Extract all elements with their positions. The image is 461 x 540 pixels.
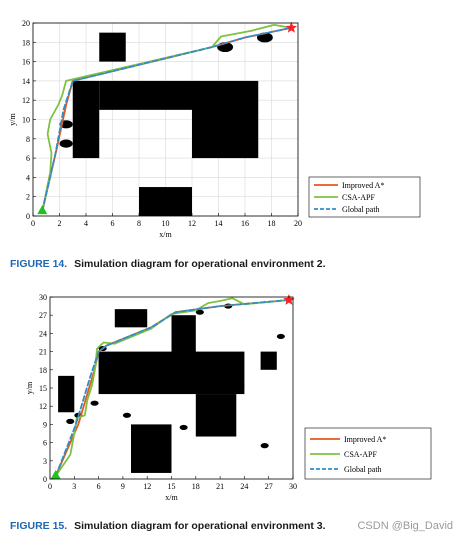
fig14-xtick-label: 10: [162, 219, 170, 228]
fig14-xtick-label: 12: [188, 219, 196, 228]
fig15-obstacle-circle: [179, 424, 188, 431]
fig14-ytick-label: 8: [26, 135, 30, 144]
fig14-goal-marker: [285, 21, 298, 33]
fig14-xlabel: x/m: [159, 230, 172, 239]
fig14-ytick-label: 12: [22, 96, 30, 105]
fig15-ytick-label: 6: [43, 439, 47, 448]
fig15-xtick-label: 24: [240, 482, 248, 491]
fig15-obstacle-block: [131, 424, 172, 473]
fig15-obstacle-block: [195, 394, 237, 437]
fig15-start-marker: [50, 469, 61, 479]
fig14-xtick-label: 2: [58, 219, 62, 228]
fig15-obstacle-block: [58, 375, 75, 413]
fig14-obstacle-block: [99, 80, 192, 110]
fig15-obstacle-circle: [276, 333, 285, 340]
fig15-legend-label-2: Global path: [344, 465, 382, 474]
fig15-legend: Improved A* CSA-APF Global path: [304, 427, 432, 480]
figure-15-caption: FIGURE 15. Simulation diagram for operat…: [10, 520, 326, 532]
fig15-ytick-label: 3: [43, 457, 47, 466]
fig14-ytick-label: 20: [22, 19, 30, 28]
fig15-obstacle-block: [114, 309, 148, 328]
fig15-xtick-label: 9: [121, 482, 125, 491]
fig15-ytick-label: 15: [39, 384, 47, 393]
fig14-obstacle-circle: [59, 139, 73, 148]
fig15-xlabel: x/m: [165, 493, 178, 502]
chart-environment-2: 0 2 4 6 8 10 12 14 16 18 20 0 2 4 6 8 10 12 14 16 18 20 x/m y/m…: [8, 19, 421, 239]
fig15-xtick-label: 0: [48, 482, 52, 491]
fig14-legend: Improved A* CSA-APF Global path: [308, 176, 421, 218]
fig15-legend-label-0: Improved A*: [344, 435, 386, 444]
fig15-ytick-label: 18: [39, 366, 47, 375]
fig14-ytick-label: 2: [26, 193, 30, 202]
fig15-obstacle-block: [98, 351, 245, 395]
watermark: CSDN @Big_David: [357, 520, 453, 532]
fig15-ytick-label: 30: [39, 293, 47, 302]
fig15-ylabel: y/m: [25, 381, 34, 394]
fig15-obstacle-block: [260, 351, 277, 370]
fig14-ytick-label: 18: [22, 38, 30, 47]
fig14-legend-label-2: Global path: [342, 205, 380, 214]
fig15-obstacle-circle: [90, 400, 99, 406]
fig15-series-1: [54, 297, 290, 477]
fig15-obstacle-circle: [122, 412, 131, 418]
fig14-xtick-label: 4: [84, 219, 88, 228]
fig15-xtick-label: 12: [143, 482, 151, 491]
fig14-legend-label-1: CSA-APF: [342, 193, 375, 202]
figure-14-caption: FIGURE 14. Simulation diagram for operat…: [10, 258, 326, 270]
fig14-obstacle-block: [99, 32, 126, 62]
fig15-obstacle-circle: [66, 418, 75, 424]
fig14-xtick-label: 8: [137, 219, 141, 228]
fig15-xtick-label: 18: [192, 482, 200, 491]
fig14-ytick-label: 6: [26, 154, 30, 163]
fig15-ytick-label: 12: [39, 402, 47, 411]
figure-15-label: FIGURE 15.: [10, 520, 68, 532]
fig15-ytick-label: 24: [39, 329, 47, 338]
fig14-ytick-label: 0: [26, 212, 30, 221]
fig14-xtick-label: 14: [215, 219, 223, 228]
fig15-ytick-label: 27: [39, 311, 47, 320]
fig15-obstacle-circle: [260, 443, 269, 449]
fig14-start-marker: [37, 205, 48, 215]
fig15-goal-marker: [283, 294, 295, 305]
figure-14-label: FIGURE 14.: [10, 258, 68, 270]
fig14-ytick-label: 10: [22, 116, 30, 125]
fig14-ylabel: y/m: [8, 113, 17, 126]
figure-14-text: Simulation diagram for operational envir…: [74, 258, 326, 270]
figure-15-text: Simulation diagram for operational envir…: [74, 520, 326, 532]
fig14-series-1: [41, 24, 293, 213]
fig14-ytick-label: 4: [26, 173, 30, 182]
fig14-obstacle-block: [72, 80, 100, 159]
fig14-xtick-label: 6: [111, 219, 115, 228]
fig15-ytick-label: 0: [43, 475, 47, 484]
fig14-xtick-label: 18: [268, 219, 276, 228]
fig14-plot: 0 2 4 6 8 10 12 14 16 18 20 0 2 4 6 8 10 12 14 16 18 20 x/m y/m: [8, 19, 302, 239]
fig15-xtick-label: 30: [289, 482, 297, 491]
fig14-legend-label-0: Improved A*: [342, 181, 384, 190]
fig14-ytick-label: 16: [22, 58, 30, 67]
fig14-xtick-label: 0: [31, 219, 35, 228]
fig14-obstacle-block: [192, 80, 259, 159]
fig15-xtick-label: 27: [265, 482, 273, 491]
fig14-obstacle-block: [139, 187, 192, 216]
fig14-xtick-label: 20: [294, 219, 302, 228]
fig15-plot: 0 3 6 9 12 15 18 21 24 27 30 0 3 6 9 12 15 18 21 24 27 30 x/m y…: [25, 293, 297, 502]
fig15-obstacle-circle: [195, 309, 204, 315]
fig15-legend-label-1: CSA-APF: [344, 450, 377, 459]
fig14-series-2: [41, 26, 293, 213]
fig15-ytick-label: 9: [43, 420, 47, 429]
fig14-xtick-label: 16: [241, 219, 249, 228]
fig15-xtick-label: 15: [168, 482, 176, 491]
fig15-series-2: [54, 299, 290, 477]
fig15-ytick-label: 21: [39, 348, 47, 357]
fig15-xtick-label: 3: [72, 482, 76, 491]
fig15-xtick-label: 21: [216, 482, 224, 491]
fig14-ytick-label: 14: [22, 77, 30, 86]
fig15-obstacle-circle: [236, 382, 245, 388]
fig15-xtick-label: 6: [97, 482, 101, 491]
